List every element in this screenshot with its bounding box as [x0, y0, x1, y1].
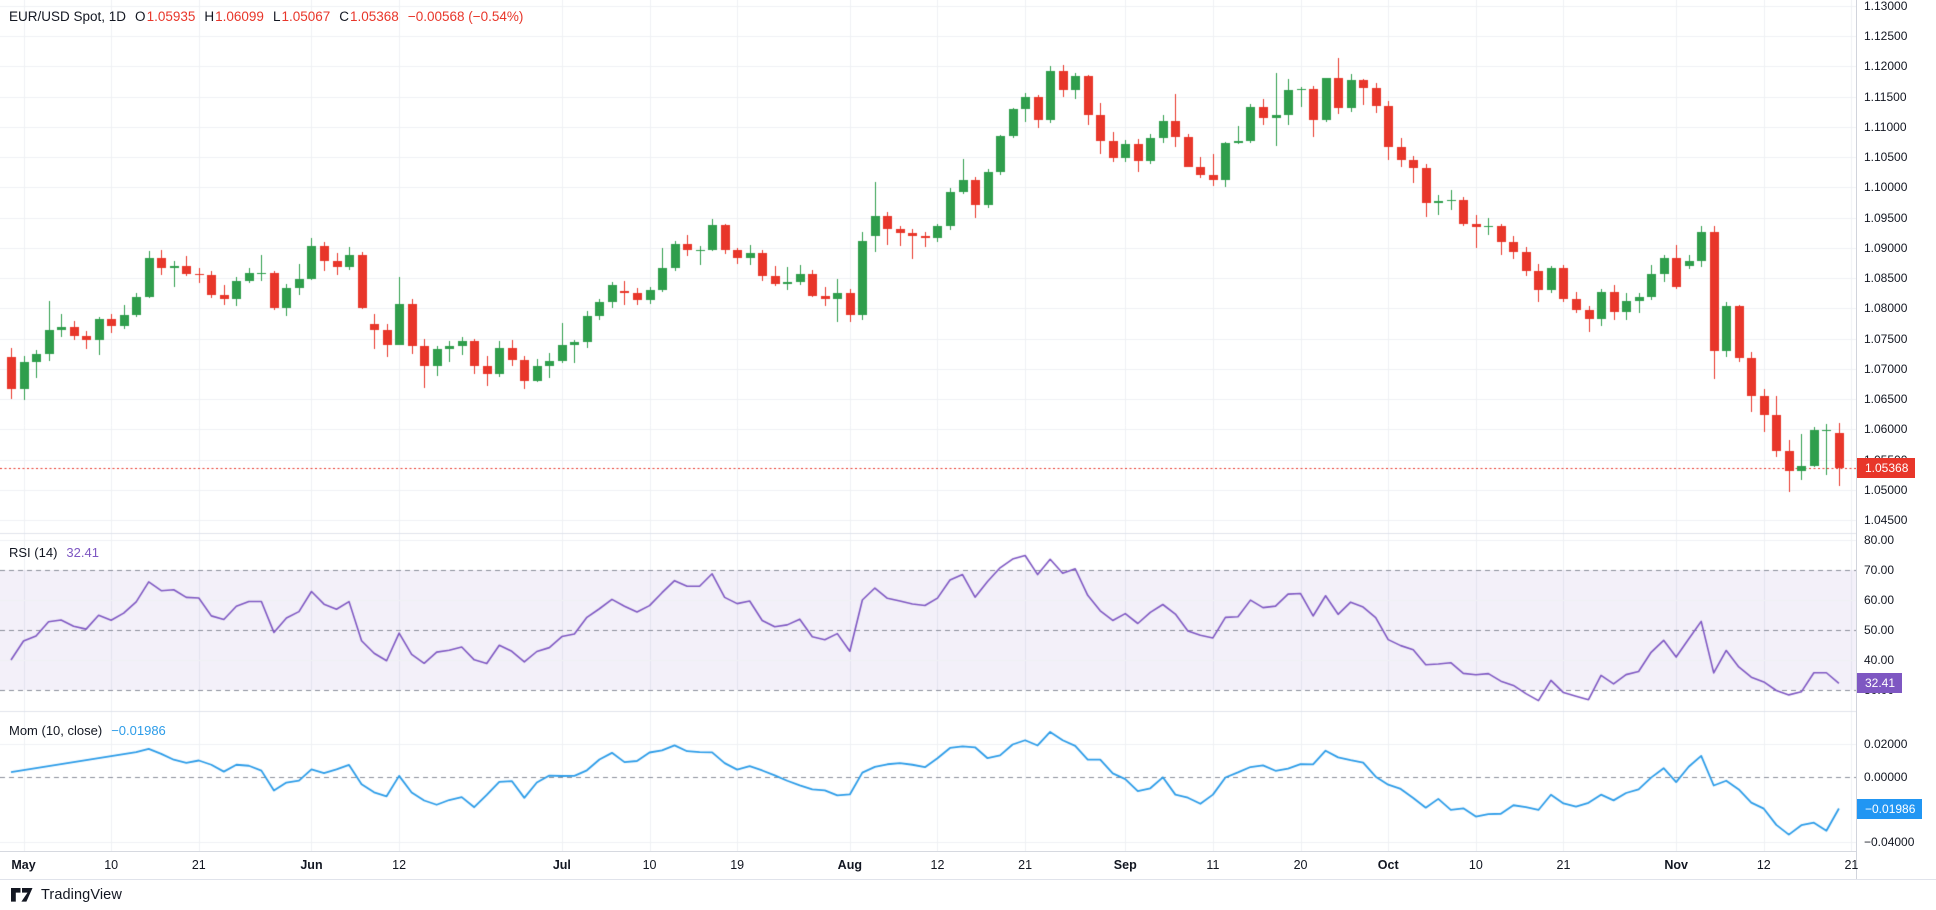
time-axis-label: May	[11, 858, 36, 872]
change-value: −0.00568 (−0.54%)	[407, 9, 524, 24]
time-axis-label: 12	[392, 858, 407, 872]
time-axis-label: Aug	[837, 858, 862, 872]
time-axis-label: Sep	[1113, 858, 1137, 872]
rsi-axis-label: 70.00	[1864, 563, 1895, 577]
mom-value: −0.01986	[111, 723, 166, 738]
mom-axis-label: −0.04000	[1864, 835, 1915, 850]
price-axis-label: 1.05000	[1864, 482, 1908, 497]
price-axis-label: 1.10500	[1864, 150, 1908, 165]
time-axis-label: Oct	[1377, 858, 1399, 872]
price-axis-label: 1.09000	[1864, 240, 1908, 255]
rsi-axis-label: 60.00	[1864, 593, 1895, 607]
price-axis-label: 1.06500	[1864, 392, 1908, 407]
rsi-current-badge: 32.41	[1857, 672, 1903, 693]
time-axis-label: Nov	[1664, 858, 1688, 872]
ohlc-high: H 1.06099	[204, 9, 264, 24]
time-axis-label: 19	[730, 858, 745, 872]
tradingview-brand-text[interactable]: TradingView	[41, 887, 122, 903]
price-axis-label: 1.11000	[1864, 119, 1907, 134]
time-axis-label: 11	[1206, 858, 1220, 872]
time-axis-label: 20	[1293, 858, 1308, 872]
time-scale[interactable]: May 10 21 Jun 12 Jul 10 19 Aug 12 21 Sep 11 20 Oct 10 21…	[0, 851, 1859, 880]
ohlc-open-value: 1.05935	[146, 9, 196, 24]
price-scale[interactable]: 1.05368 32.41 −0.01986 1.13000 1.12500 1.1…	[1856, 0, 1936, 879]
mom-axis-label: 0.00000	[1864, 770, 1908, 784]
price-axis-label: 1.13000	[1864, 0, 1908, 13]
time-axis-label: 10	[104, 858, 119, 872]
time-axis-label: 21	[1018, 858, 1033, 872]
rsi-value: 32.41	[66, 545, 99, 560]
mom-current-badge: −0.01986	[1857, 799, 1923, 820]
price-axis-label: 1.12000	[1864, 59, 1908, 74]
footer-bar: TradingView	[0, 879, 1936, 910]
ohlc-low: L 1.05067	[273, 9, 330, 24]
mom-title[interactable]: Mom (10, close)	[9, 723, 103, 738]
price-current-badge: 1.05368	[1857, 457, 1916, 478]
rsi-title[interactable]: RSI (14)	[9, 545, 58, 560]
price-axis-label: 1.07000	[1864, 361, 1908, 376]
time-axis-label: Jul	[552, 858, 571, 872]
time-axis-label: Jun	[300, 858, 323, 872]
price-axis-label: 1.11500	[1864, 89, 1907, 104]
ohlc-close: C 1.05368	[339, 9, 399, 24]
mom-axis-label: 0.02000	[1864, 737, 1908, 752]
price-axis-label: 1.08500	[1864, 271, 1908, 286]
ohlc-low-label: L	[272, 9, 281, 24]
time-axis-label: 12	[930, 858, 945, 872]
rsi-legend: RSI (14) 32.41	[9, 545, 99, 560]
ohlc-close-label: C	[339, 9, 350, 24]
rsi-axis-label: 50.00	[1864, 623, 1895, 637]
price-axis-label: 1.09500	[1864, 210, 1908, 225]
symbol-legend: EUR/USD Spot, 1D O 1.05935 H 1.06099 L 1…	[9, 9, 523, 24]
symbol-title[interactable]: EUR/USD Spot, 1D	[9, 9, 127, 24]
time-axis-label: 21	[1844, 858, 1859, 872]
price-axis-label: 1.10000	[1864, 180, 1908, 195]
price-axis-label: 1.07500	[1864, 331, 1908, 346]
time-axis-label: 12	[1756, 858, 1771, 872]
price-axis-label: 1.12500	[1864, 29, 1908, 44]
ohlc-open: O 1.05935	[135, 9, 195, 24]
time-axis-label: 10	[1468, 858, 1483, 872]
mom-legend: Mom (10, close) −0.01986	[9, 723, 166, 738]
rsi-axis-label: 80.00	[1864, 533, 1895, 547]
price-axis-label: 1.08000	[1864, 301, 1908, 316]
ohlc-high-label: H	[204, 9, 215, 24]
price-axis-label: 1.04500	[1864, 512, 1908, 527]
time-axis-label: 21	[191, 858, 206, 872]
time-axis-label: 10	[642, 858, 657, 872]
rsi-axis-label: 40.00	[1864, 653, 1895, 667]
ohlc-close-value: 1.05368	[350, 9, 399, 24]
ohlc-low-value: 1.05067	[281, 9, 331, 24]
ohlc-open-label: O	[135, 9, 146, 24]
chart-plot-canvas[interactable]	[0, 0, 1856, 851]
time-axis-label: 21	[1556, 858, 1571, 872]
tradingview-logo-icon[interactable]	[11, 888, 33, 902]
ohlc-high-value: 1.06099	[215, 9, 264, 24]
price-axis-label: 1.06000	[1864, 422, 1908, 437]
